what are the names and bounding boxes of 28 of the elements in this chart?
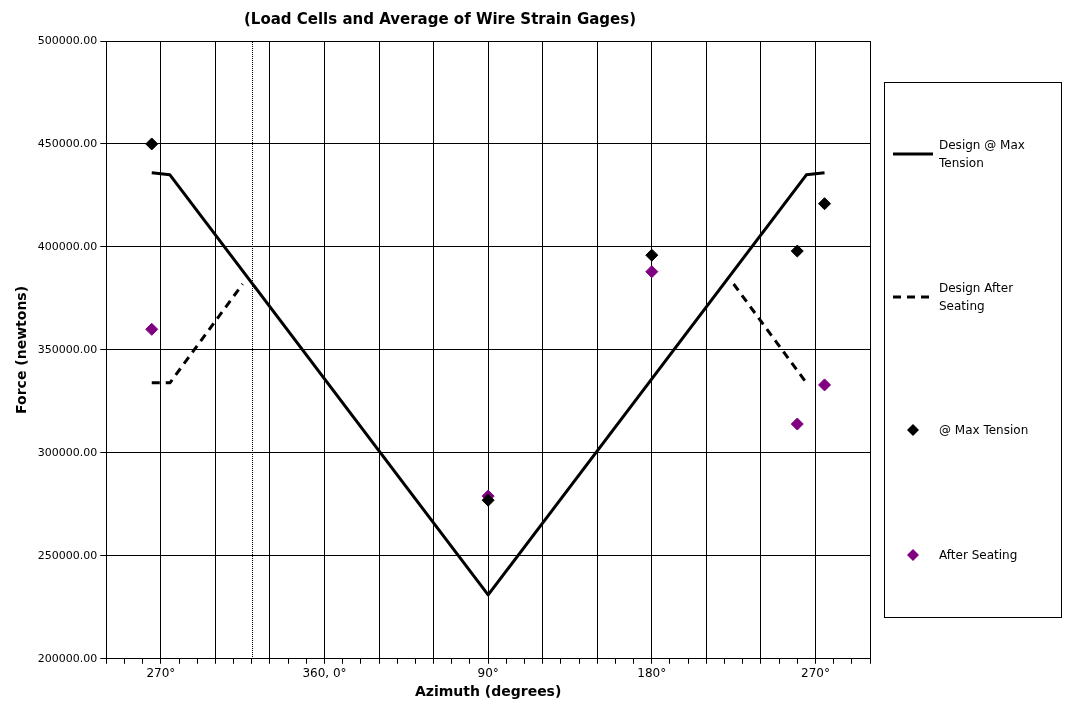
point: [145, 322, 159, 336]
legend-label: After Seating: [939, 546, 1018, 564]
y-tick-label: 450000.00: [37, 136, 98, 150]
y-tick-label: 200000.00: [37, 651, 98, 665]
y-tick-label: 500000.00: [37, 33, 98, 47]
x-tick-label: 90°: [477, 666, 499, 681]
y-tick-label: 350000.00: [37, 342, 98, 356]
point: [790, 244, 804, 258]
point: [790, 417, 804, 431]
legend-label: Design @ Max Tension: [939, 137, 1026, 173]
x-tick-label: 360, 0°: [302, 666, 347, 681]
y-tick-label: 400000.00: [37, 239, 98, 253]
x-tick-label: 270°: [801, 666, 830, 681]
point: [645, 265, 659, 279]
point: [818, 378, 832, 392]
x-tick-label: 180°: [637, 666, 667, 681]
x-tick-label: 270°: [146, 666, 176, 681]
point: [145, 137, 159, 151]
legend-label: @ Max Tension: [939, 422, 1029, 440]
point: [818, 197, 832, 211]
chart-title: (Load Cells and Average of Wire Strain Gages): [243, 9, 637, 28]
y-axis-title: Force (newtons): [13, 285, 30, 414]
legend-label: Design After Seating: [939, 279, 1015, 315]
y-tick-label: 250000.00: [37, 548, 98, 562]
point: [481, 493, 495, 507]
x-axis-title: Azimuth (degrees): [414, 683, 562, 700]
point: [645, 248, 659, 262]
y-tick-label: 300000.00: [37, 445, 98, 459]
